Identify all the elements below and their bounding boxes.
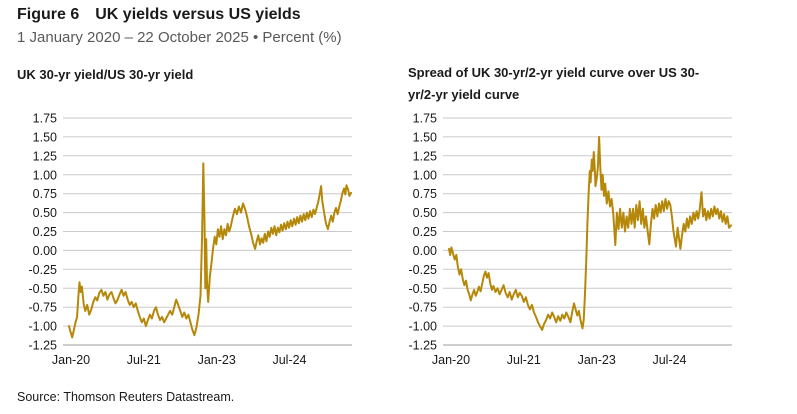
- y-tick-label: -0.75: [409, 301, 438, 315]
- figure-subtitle: 1 January 2020 – 22 October 2025 • Perce…: [17, 29, 342, 46]
- y-tick-label: 0.75: [413, 187, 437, 201]
- source-note: Source: Thomson Reuters Datastream.: [17, 390, 235, 404]
- y-tick-label: 1.25: [413, 149, 437, 163]
- y-tick-label: 0.50: [413, 206, 437, 220]
- y-tick-label: -0.25: [409, 263, 438, 277]
- y-tick-label: -1.25: [409, 339, 438, 353]
- y-tick-label: 1.75: [33, 112, 57, 126]
- figure-title-text: UK yields versus US yields: [95, 6, 301, 23]
- x-tick-label: Jan-23: [578, 353, 616, 367]
- x-tick-label: Jul-21: [127, 353, 161, 367]
- figure-label: Figure 6: [17, 6, 80, 23]
- y-tick-label: 0.25: [413, 225, 437, 239]
- y-tick-label: -1.00: [29, 320, 58, 334]
- x-tick-label: Jul-21: [507, 353, 541, 367]
- x-tick-label: Jan-20: [52, 353, 90, 367]
- x-tick-label: Jul-24: [272, 353, 306, 367]
- right-chart-panel: Spread of UK 30-yr/2-yr yield curve over…: [390, 62, 762, 374]
- y-tick-label: 1.50: [413, 130, 437, 144]
- y-tick-label: -0.50: [29, 282, 58, 296]
- y-tick-label: -0.75: [29, 301, 58, 315]
- y-tick-label: 0.50: [33, 206, 57, 220]
- y-tick-label: 1.75: [413, 112, 437, 126]
- y-tick-label: -0.50: [409, 282, 438, 296]
- y-tick-label: -0.25: [29, 263, 58, 277]
- y-tick-label: 0.00: [33, 244, 57, 258]
- y-tick-label: 1.00: [33, 168, 57, 182]
- right-chart-canvas: 1.75 1.50 1.25 1.00 0.75 0.50 0.25 0.00 -0.25 -0.…: [409, 112, 732, 367]
- y-tick-label: 1.00: [413, 168, 437, 182]
- left-chart-canvas: 1.75 1.50 1.25 1.00 0.75 0.50 0.25 0.00 -0.25 -0.…: [29, 112, 352, 367]
- x-tick-label: Jan-23: [198, 353, 236, 367]
- y-tick-label: 0.00: [413, 244, 437, 258]
- y-tick-label: -1.25: [29, 339, 58, 353]
- x-tick-label: Jan-20: [432, 353, 470, 367]
- y-tick-label: 0.25: [33, 225, 57, 239]
- y-tick-label: -1.00: [409, 320, 438, 334]
- x-tick-label: Jul-24: [652, 353, 686, 367]
- y-tick-label: 1.50: [33, 130, 57, 144]
- figure-title: Figure 6 UK yields versus US yields: [17, 6, 301, 24]
- series-line: [448, 135, 732, 331]
- y-tick-label: 0.75: [33, 187, 57, 201]
- right-chart-title: Spread of UK 30-yr/2-yr yield curve over…: [408, 65, 700, 102]
- y-tick-label: 1.25: [33, 149, 57, 163]
- left-chart-panel: UK 30-yr yield/US 30-yr yield 1.75 1.50 1.…: [10, 62, 382, 374]
- series-line: [68, 162, 352, 339]
- left-chart-title: UK 30-yr yield/US 30-yr yield: [17, 67, 194, 82]
